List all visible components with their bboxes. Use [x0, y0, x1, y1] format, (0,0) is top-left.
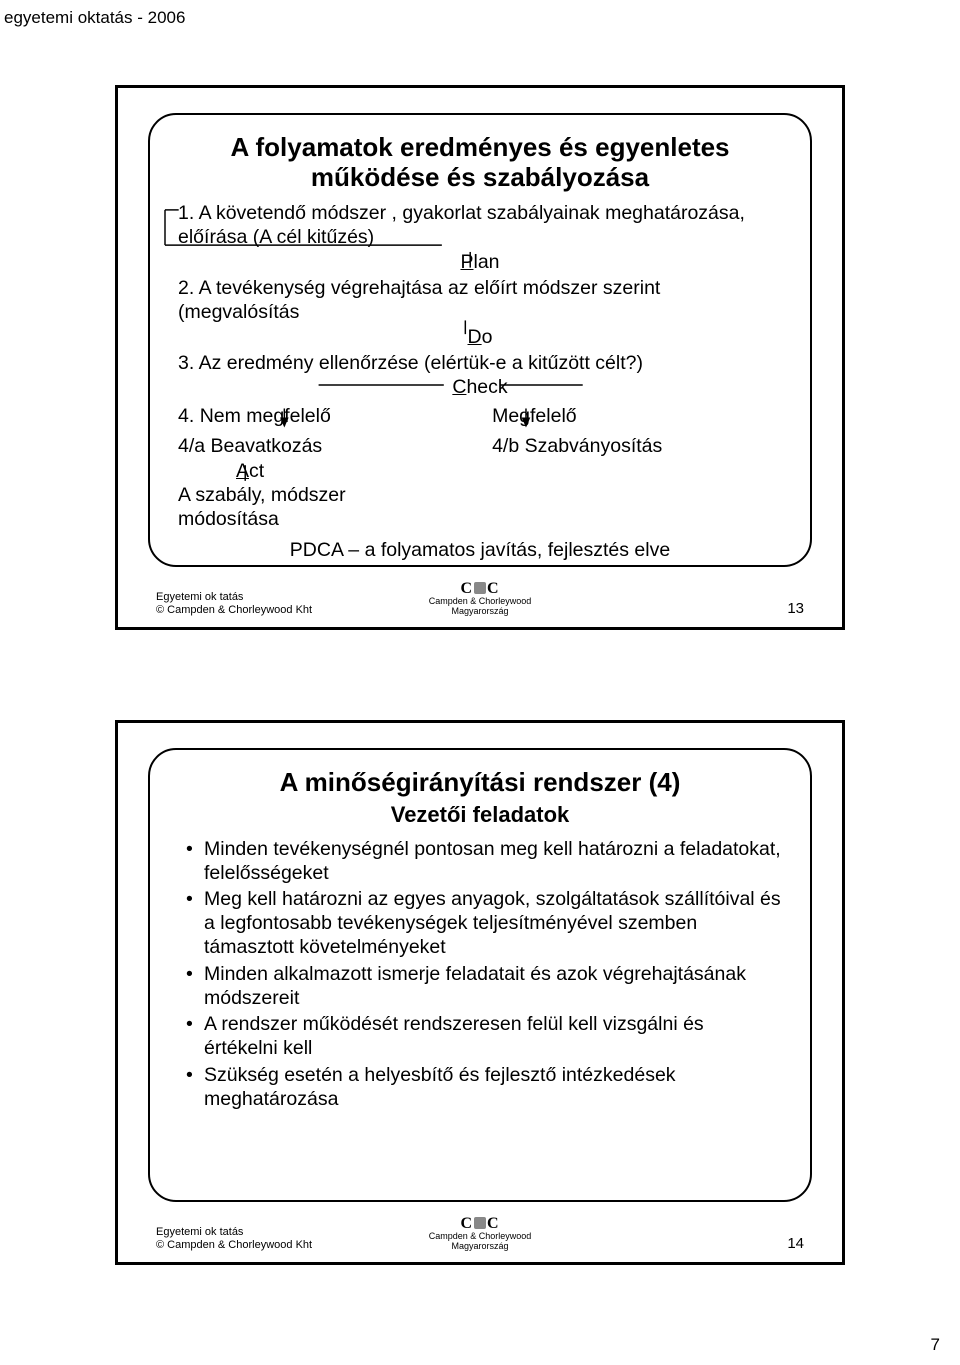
item-3: 3. Az eredmény ellenőrzése (elértük-e a … — [178, 351, 782, 375]
footer-center-2: CC Campden & Chorleywood Magyarország — [372, 1215, 588, 1252]
slide2-footer: Egyetemi ok tatás © Campden & Chorleywoo… — [156, 1215, 804, 1252]
slide2-title: A minőségirányítási rendszer (4) — [178, 768, 782, 798]
bullet-4: A rendszer működését rendszeresen felül … — [186, 1013, 782, 1061]
item1-num: 1. — [178, 202, 194, 224]
szabaly-line1: A szabály, módszer — [178, 483, 782, 507]
slide2-bullets: Minden tevékenységnél pontosan meg kell … — [178, 838, 782, 1112]
row4-left: 4. Nem megfelelő — [178, 404, 492, 428]
item2-text: A tevékenység végrehajtása az előírt mód… — [178, 277, 660, 323]
item-2: 2. A tevékenység végrehajtása az előírt … — [178, 276, 782, 325]
check-word: Check — [178, 375, 782, 399]
footer-left-1: Egyetemi ok tatás © Campden & Chorleywoo… — [156, 591, 372, 617]
szabvanyositas: 4/b Szabványosítás — [492, 434, 782, 458]
beavatkozas: 4/a Beavatkozás — [178, 434, 492, 458]
item2-num: 2. — [178, 277, 194, 299]
slide2-number: 14 — [588, 1235, 804, 1252]
item4-num: 4. — [178, 405, 194, 427]
item3-num: 3. — [178, 352, 194, 374]
footer2-l2: © Campden & Chorleywood Kht — [156, 1239, 372, 1252]
pdca-summary: PDCA – a folyamatos javítás, fejlesztés … — [178, 538, 782, 562]
slide2-subtitle: Vezetői feladatok — [178, 802, 782, 828]
logo-2: CC — [460, 1215, 499, 1233]
slide1-title-l1: A folyamatok eredményes és egyenletes — [230, 132, 729, 162]
slide1-title-l2: működése és szabályozása — [311, 162, 649, 192]
page-header: egyetemi oktatás - 2006 — [0, 0, 960, 28]
act-word: Act — [178, 459, 782, 483]
logo-1: CC — [460, 580, 499, 598]
item3-text: Az eredmény ellenőrzése (elértük-e a kit… — [199, 352, 643, 374]
nem-megfelelo: Nem megfelelő — [200, 405, 331, 427]
footer2-c2: Magyarország — [372, 1242, 588, 1252]
row-4ab: 4/a Beavatkozás 4/b Szabványosítás — [178, 434, 782, 458]
do-word: Do — [178, 325, 782, 349]
bullet-1: Minden tevékenységnél pontosan meg kell … — [186, 838, 782, 886]
szabaly-line2: módosítása — [178, 507, 782, 531]
slide1-content: A folyamatok eredményes és egyenletes mű… — [148, 113, 812, 567]
slide-frame-2: A minőségirányítási rendszer (4) Vezetői… — [115, 720, 845, 1265]
slide2-content: A minőségirányítási rendszer (4) Vezetői… — [148, 748, 812, 1202]
bullet-2: Meg kell határozni az egyes anyagok, szo… — [186, 888, 782, 959]
footer-l1: Egyetemi ok tatás — [156, 591, 372, 604]
bullet-3: Minden alkalmazott ismerje feladatait és… — [186, 963, 782, 1011]
plan-word: Plan — [178, 250, 782, 274]
footer-center-1: CC Campden & Chorleywood Magyarország — [372, 580, 588, 617]
logo-block-icon — [474, 582, 486, 594]
slide1-list: 1. A követendő módszer , gyakorlat szabá… — [178, 201, 782, 562]
megfelelo: Megfelelő — [492, 405, 577, 427]
row4-right: Megfelelő — [492, 404, 782, 428]
item-1: 1. A követendő módszer , gyakorlat szabá… — [178, 201, 782, 250]
footer-left-2: Egyetemi ok tatás © Campden & Chorleywoo… — [156, 1226, 372, 1252]
footer2-l1: Egyetemi ok tatás — [156, 1226, 372, 1239]
slide1-footer: Egyetemi ok tatás © Campden & Chorleywoo… — [156, 580, 804, 617]
item1-text: A követendő módszer , gyakorlat szabálya… — [178, 202, 745, 248]
logo-block-icon-2 — [474, 1217, 486, 1229]
row-4: 4. Nem megfelelő Megfelelő — [178, 404, 782, 428]
page-number: 7 — [931, 1335, 940, 1355]
slide1-number: 13 — [588, 600, 804, 617]
footer-l2: © Campden & Chorleywood Kht — [156, 604, 372, 617]
slide-frame-1: A folyamatok eredményes és egyenletes mű… — [115, 85, 845, 630]
slide1-title: A folyamatok eredményes és egyenletes mű… — [178, 133, 782, 193]
footer-c2: Magyarország — [372, 607, 588, 617]
bullet-5: Szükség esetén a helyesbítő és fejlesztő… — [186, 1064, 782, 1112]
